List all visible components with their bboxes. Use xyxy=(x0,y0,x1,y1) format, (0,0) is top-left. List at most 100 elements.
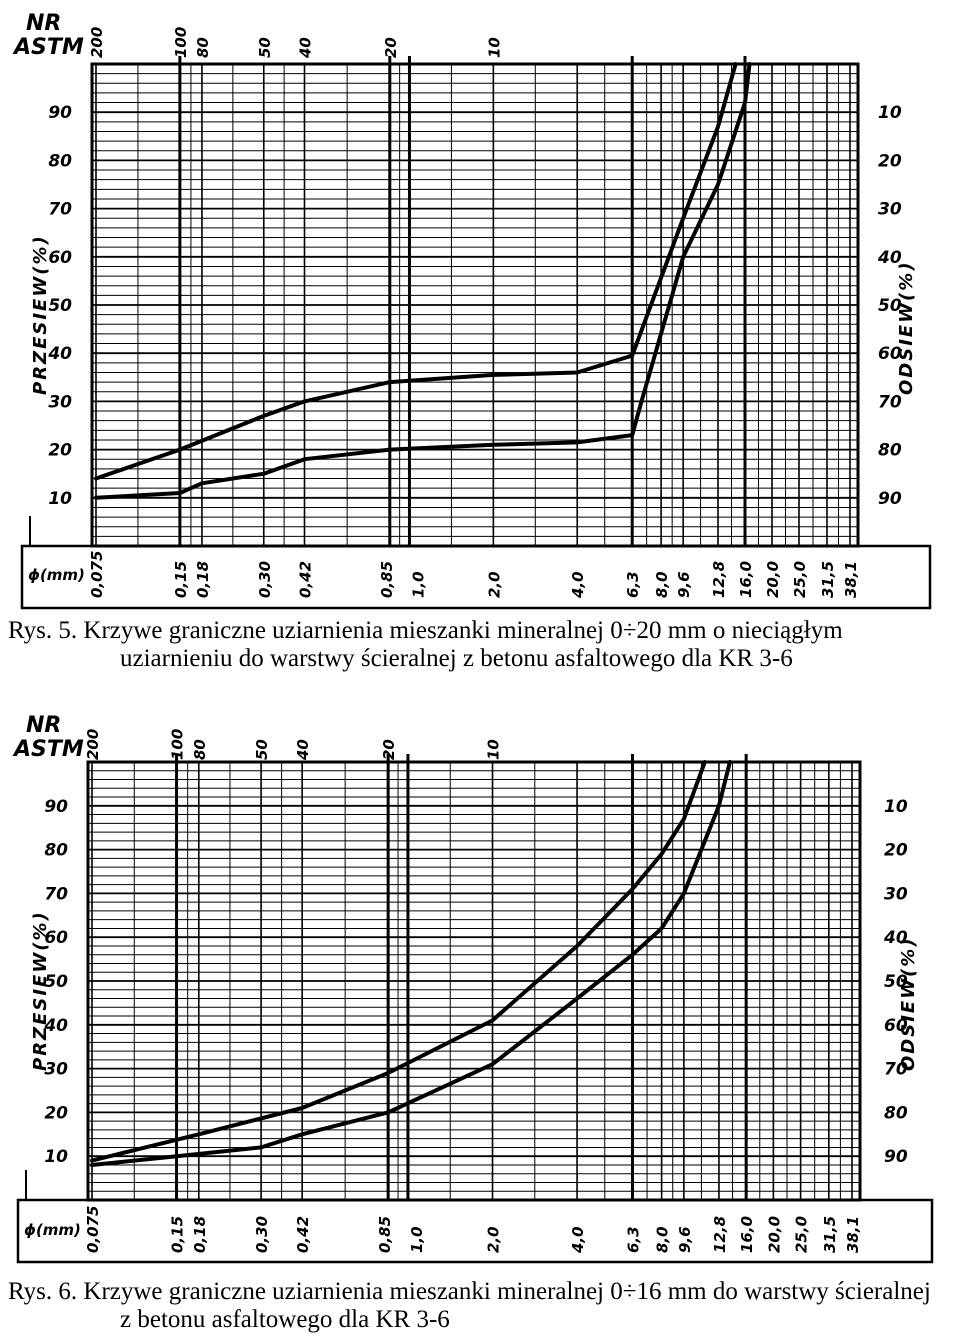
chart1-y-tick-label: 50 xyxy=(48,296,72,316)
chart2-y-tick-label: 60 xyxy=(44,928,68,948)
chart1-astm-tick-label: 100 xyxy=(172,27,190,58)
chart1-y-tick-label: 10 xyxy=(48,489,72,509)
grading-chart-2: 10 20 30 40 50 60 70 80 90 90 80 70 60 50 40 30 20 10 PRZE… xyxy=(0,700,960,1270)
chart2-sieve-label-box xyxy=(16,1198,934,1264)
chart2-x-tick-label: 31,5 xyxy=(821,1216,839,1253)
chart2-y-axis-title: PRZESIEW(%) xyxy=(30,910,51,1071)
chart1-astm-tick-label: 20 xyxy=(382,37,400,58)
figure-caption-2: Rys. 6. Krzywe graniczne uziarnienia mie… xyxy=(0,1278,960,1334)
chart2-y-tick-label: 80 xyxy=(44,841,68,861)
chart1-y-tick-label: 80 xyxy=(48,151,72,171)
chart1-x-tick-label: 0,85 xyxy=(378,561,396,598)
chart2-y-tick-label: 40 xyxy=(43,1016,68,1036)
chart1-x-tick-label: 0,42 xyxy=(296,561,314,598)
chart2-y-tick-label: 50 xyxy=(44,972,68,992)
chart2-x-tick-label: 0,18 xyxy=(191,1216,209,1253)
chart2-x-tick-label: 9,6 xyxy=(676,1226,694,1253)
chart1-astm-tick-label: 80 xyxy=(194,37,212,58)
chart1-y-tick-label: 30 xyxy=(48,392,72,412)
chart2-x-tick-label: 4,0 xyxy=(569,1226,587,1254)
chart2-astm-tick-label: 100 xyxy=(169,729,187,760)
chart1-y-tick-label: 20 xyxy=(48,441,72,461)
chart2-x-tick-label: 38,1 xyxy=(844,1216,862,1253)
chart2-x-tick-label: 25,0 xyxy=(793,1216,811,1253)
chart1-x-tick-label: 4,0 xyxy=(569,571,587,599)
chart2-y2-tick-label: 70 xyxy=(884,1060,908,1080)
chart1-y2-tick-label: 80 xyxy=(878,441,902,461)
chart1-x-tick-label: 20,0 xyxy=(764,561,782,598)
chart2-y-tick-label: 70 xyxy=(44,884,68,904)
chart1-x-tick-label: 25,0 xyxy=(791,561,809,598)
chart1-x-axis-title: ϕ(mm) xyxy=(28,566,85,584)
chart1-y2-tick-label: 70 xyxy=(878,392,902,412)
chart1-y-axis-title: PRZESIEW(%) xyxy=(30,234,51,395)
chart1-x-tick-label: 0,15 xyxy=(172,561,190,598)
chart2-y-tick-label: 20 xyxy=(44,1103,68,1123)
chart1-boundary-curve-1 xyxy=(94,62,738,481)
chart2-y2-tick-label: 80 xyxy=(884,1103,908,1123)
chart2-x-tick-label: 20,0 xyxy=(765,1216,783,1253)
chart1-sieve-label-box xyxy=(20,544,932,610)
chart2-astm-tick-label: 20 xyxy=(380,739,398,760)
chart1-x-tick-label: 9,6 xyxy=(675,571,693,598)
chart1-y2-tick-label: 60 xyxy=(878,344,902,364)
grading-chart-1: 10 20 30 40 50 60 70 80 90 90 80 70 60 50 40 30 20 10 PRZE… xyxy=(0,0,960,610)
chart2-x-tick-label: 0,15 xyxy=(169,1216,187,1253)
chart2-y2-tick-label: 90 xyxy=(884,1147,908,1167)
chart1-y2-tick-label: 90 xyxy=(878,489,902,509)
chart2-y2-tick-label: 30 xyxy=(884,884,908,904)
chart2-astm-tick-label: 200 xyxy=(84,729,102,760)
chart2-astm-tick-label: 40 xyxy=(294,739,312,761)
chart2-y2-tick-label: 20 xyxy=(884,841,908,861)
chart2-boundary-curve-2 xyxy=(90,760,732,1167)
chart2-boundary-curve-1 xyxy=(90,760,707,1163)
chart1-y2-tick-label: 30 xyxy=(878,200,902,220)
chart2-x-tick-label: 6,3 xyxy=(624,1226,642,1253)
caption-2-line-2: z betonu asfaltowego dla KR 3-6 xyxy=(120,1306,450,1333)
chart1-x-tick-label: 31,5 xyxy=(819,561,837,598)
chart2-nr-label: NR xyxy=(26,713,61,738)
chart1-astm-label: ASTM xyxy=(12,35,84,60)
chart1-x-tick-label: 38,1 xyxy=(842,561,860,598)
chart2-x-tick-label: 16,0 xyxy=(738,1216,756,1253)
chart2-y2-tick-label: 60 xyxy=(884,1016,908,1036)
chart2-astm-tick-label: 50 xyxy=(253,739,271,760)
chart2-x-tick-label: 2,0 xyxy=(485,1226,503,1253)
chart1-y-tick-label: 90 xyxy=(48,103,72,123)
chart2-y-tick-label: 90 xyxy=(44,797,68,817)
chart1-astm-tick-label: 10 xyxy=(485,37,503,58)
chart1-x-tick-label: 0,18 xyxy=(194,561,212,598)
chart2-x-tick-label: 0,85 xyxy=(376,1216,394,1253)
chart2-y-tick-label: 10 xyxy=(44,1147,68,1167)
chart1-y2-tick-label: 10 xyxy=(878,103,902,123)
chart1-x-tick-label: 6,3 xyxy=(624,571,642,598)
chart1-x-tick-label: 8,0 xyxy=(653,571,671,598)
chart2-x-tick-label: 12,8 xyxy=(711,1216,729,1253)
chart2-y-tick-label: 30 xyxy=(44,1060,68,1080)
chart1-x-tick-label: 2,0 xyxy=(485,571,503,598)
chart1-astm-tick-label: 40 xyxy=(296,37,314,59)
chart1-nr-label: NR xyxy=(26,11,61,36)
chart2-x-tick-label: 1,0 xyxy=(408,1226,426,1253)
grading-chart-1-svg: 10 20 30 40 50 60 70 80 90 90 80 70 60 50 40 30 20 10 PRZE… xyxy=(12,11,932,610)
chart2-x-tick-label: 0,30 xyxy=(253,1216,271,1253)
chart2-astm-tick-label: 10 xyxy=(485,739,503,760)
chart1-x-tick-label: 1,0 xyxy=(409,571,427,598)
chart2-x-axis-title: ϕ(mm) xyxy=(24,1221,81,1239)
chart2-x-tick-label: 0,42 xyxy=(294,1216,312,1253)
chart1-y-tick-label: 40 xyxy=(47,344,72,364)
chart1-astm-tick-label: 50 xyxy=(256,37,274,58)
chart2-x-tick-label: 8,0 xyxy=(654,1226,672,1253)
chart1-boundary-curve-2 xyxy=(94,62,752,500)
chart1-y2-tick-label: 40 xyxy=(877,248,902,268)
chart1-x-tick-label: 16,0 xyxy=(737,561,755,598)
chart2-astm-label: ASTM xyxy=(12,737,84,762)
chart2-y2-tick-label: 10 xyxy=(884,797,908,817)
chart2-y2-tick-label: 40 xyxy=(883,928,908,948)
chart1-y-tick-label: 70 xyxy=(48,200,72,220)
chart1-y-tick-label: 60 xyxy=(48,248,72,268)
figure-caption-1: Rys. 5. Krzywe graniczne uziarnienia mie… xyxy=(0,617,960,673)
chart1-x-tick-label: 12,8 xyxy=(710,561,728,598)
chart2-y2-axis-title: ODSIEW(%) xyxy=(898,936,919,1071)
chart2-y2-tick-label: 50 xyxy=(884,972,908,992)
